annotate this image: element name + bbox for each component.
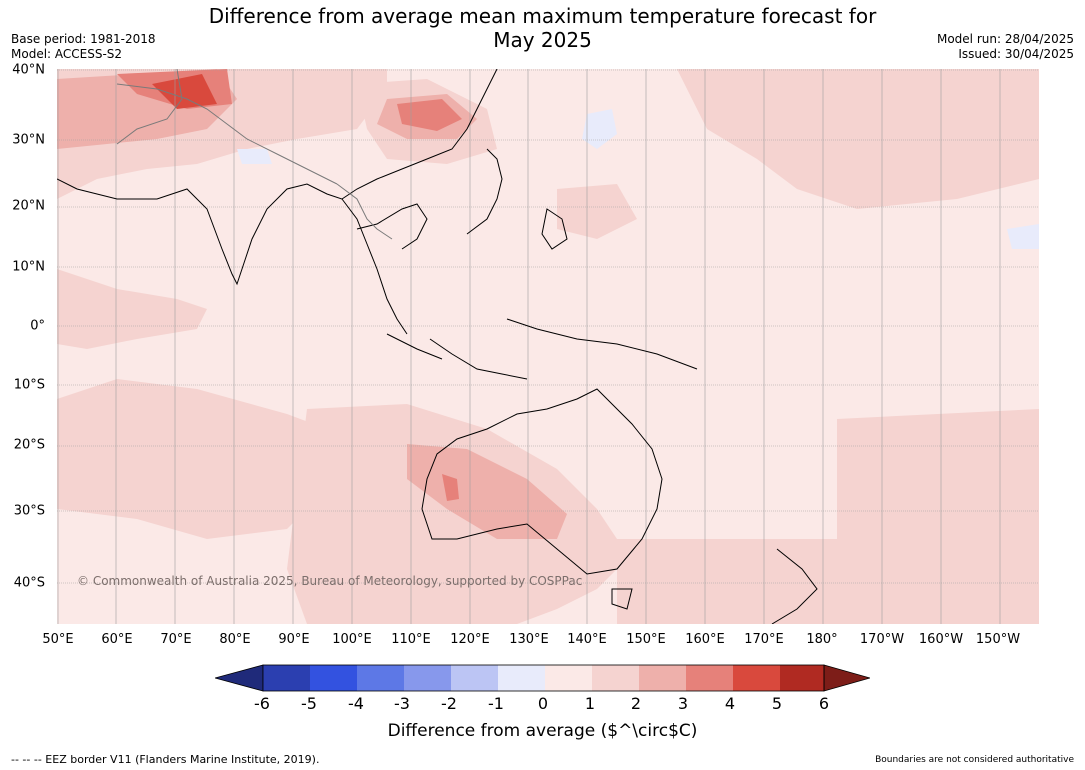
lon-label: 160°E: [685, 632, 725, 647]
colorbar-tick: 6: [818, 694, 830, 713]
lon-label: 160°W: [918, 632, 964, 647]
copyright-notice: © Commonwealth of Australia 2025, Bureau…: [77, 574, 583, 588]
lon-label: 70°E: [160, 632, 192, 647]
map-title: Difference from average mean maximum tem…: [0, 4, 1085, 52]
colorbar-tick: -4: [348, 694, 364, 713]
lon-label: 170°E: [744, 632, 784, 647]
forecast-map: © Commonwealth of Australia 2025, Bureau…: [57, 69, 1039, 624]
colorbar-tick: 5: [771, 694, 783, 713]
title-line-1: Difference from average mean maximum tem…: [208, 4, 877, 28]
meta-right: Model run: 28/04/2025 Issued: 30/04/2025: [937, 32, 1074, 62]
lon-label: 110°E: [391, 632, 431, 647]
lon-label: 80°E: [219, 632, 251, 647]
lat-label: 10°N: [12, 259, 45, 275]
lat-label: 40°N: [12, 62, 45, 78]
meta-left: Base period: 1981-2018 Model: ACCESS-S2: [11, 32, 156, 62]
coastlines: [57, 69, 818, 624]
colorbar-swatch: [545, 665, 592, 691]
lon-label: 180°: [806, 632, 838, 647]
colorbar-tick: -2: [441, 694, 457, 713]
colorbar-swatch: [357, 665, 404, 691]
colorbar-tick: -5: [301, 694, 317, 713]
colorbar-swatch: [733, 665, 780, 691]
colorbar-tick: -6: [254, 694, 270, 713]
colorbar-tick: -3: [394, 694, 410, 713]
eez-footnote: -- -- -- EEZ border V11 (Flanders Marine…: [11, 753, 320, 766]
colorbar-max-arrow: [823, 664, 870, 692]
lon-label: 150°W: [975, 632, 1021, 647]
map-svg: [57, 69, 1039, 624]
colorbar-swatch: [498, 665, 545, 691]
colorbar-swatch: [780, 665, 824, 691]
colorbar-swatch: [639, 665, 686, 691]
lat-label: 20°S: [13, 437, 45, 453]
colorbar-swatch: [686, 665, 733, 691]
lon-label: 170°W: [859, 632, 905, 647]
anomaly-shading: [57, 69, 1039, 624]
colorbar-swatch: [310, 665, 357, 691]
lon-label: 60°E: [101, 632, 133, 647]
lon-label: 50°E: [42, 632, 74, 647]
lon-label: 90°E: [278, 632, 310, 647]
base-period: Base period: 1981-2018: [11, 32, 156, 46]
model-run: Model run: 28/04/2025: [936, 32, 1074, 46]
lat-label: 30°S: [13, 503, 45, 519]
lon-label: 150°E: [626, 632, 666, 647]
colorbar-tick: 4: [724, 694, 736, 713]
colorbar-tick: 1: [584, 694, 596, 713]
title-line-2: May 2025: [493, 28, 592, 52]
model-name: Model: ACCESS-S2: [11, 47, 123, 61]
colorbar-tick: 2: [630, 694, 642, 713]
country-borders: [116, 69, 393, 240]
lat-label: 10°S: [13, 377, 45, 393]
colorbar-tick: -1: [488, 694, 504, 713]
colorbar-min-arrow: [215, 664, 264, 692]
issued-date: Issued: 30/04/2025: [958, 47, 1074, 61]
colorbar-tick: 0: [537, 694, 549, 713]
lon-label: 140°E: [567, 632, 607, 647]
colorbar-swatch: [404, 665, 451, 691]
colorbar: [215, 664, 870, 692]
colorbar-swatch: [451, 665, 498, 691]
colorbar-label: Difference from average ($^\circ$C): [387, 721, 698, 741]
colorbar-swatch: [592, 665, 639, 691]
colorbar-tick: 3: [677, 694, 689, 713]
lat-label: 30°N: [12, 132, 45, 148]
lat-label: 40°S: [13, 575, 45, 591]
lat-label: 20°N: [12, 198, 45, 214]
lon-label: 130°E: [509, 632, 549, 647]
lon-label: 100°E: [332, 632, 372, 647]
colorbar-swatch: [263, 665, 310, 691]
lat-label: 0°: [30, 318, 45, 334]
boundaries-disclaimer: Boundaries are not considered authoritat…: [875, 755, 1074, 765]
lon-label: 120°E: [450, 632, 490, 647]
